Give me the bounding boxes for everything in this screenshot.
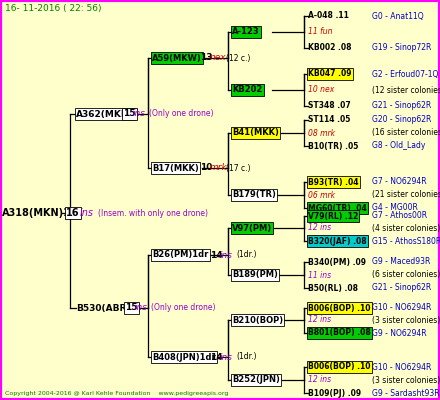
Text: (3 sister colonies): (3 sister colonies) xyxy=(372,376,440,384)
Text: (Only one drone): (Only one drone) xyxy=(151,304,216,312)
Text: A362(MKN): A362(MKN) xyxy=(76,110,134,118)
Text: KB202: KB202 xyxy=(232,86,262,94)
Text: G10 - NO6294R: G10 - NO6294R xyxy=(372,304,431,312)
Text: 12 ins: 12 ins xyxy=(308,376,331,384)
Text: mrk: mrk xyxy=(210,164,228,172)
Text: G0 - Anat11Q: G0 - Anat11Q xyxy=(372,12,424,20)
Text: A-123: A-123 xyxy=(232,28,260,36)
Text: B210(BOP): B210(BOP) xyxy=(232,316,283,324)
Text: A318(MKN)1(: A318(MKN)1( xyxy=(2,208,75,218)
Text: B801(BOP) .08: B801(BOP) .08 xyxy=(308,328,371,338)
Text: G15 - AthosS180R: G15 - AthosS180R xyxy=(372,236,440,246)
Text: (6 sister colonies): (6 sister colonies) xyxy=(372,270,440,280)
Text: (16 sister colonies): (16 sister colonies) xyxy=(372,128,440,138)
Text: G7 - NO6294R: G7 - NO6294R xyxy=(372,178,427,186)
Text: 15: 15 xyxy=(123,110,136,118)
Text: ST114 .05: ST114 .05 xyxy=(308,116,350,124)
Text: 06 mrk: 06 mrk xyxy=(308,190,335,200)
Text: ins: ins xyxy=(135,304,148,312)
Text: B252(JPN): B252(JPN) xyxy=(232,376,280,384)
Text: nex: nex xyxy=(210,54,227,62)
Text: 14: 14 xyxy=(210,352,223,362)
Text: (4 sister colonies): (4 sister colonies) xyxy=(372,224,440,232)
Text: 13: 13 xyxy=(200,54,213,62)
Text: V97(PM): V97(PM) xyxy=(232,224,272,232)
Text: B320(JAF) .08: B320(JAF) .08 xyxy=(308,236,367,246)
Text: Copyright 2004-2016 @ Karl Kehle Foundation    www.pedigreeapis.org: Copyright 2004-2016 @ Karl Kehle Foundat… xyxy=(5,390,228,396)
Text: (Only one drone): (Only one drone) xyxy=(149,110,213,118)
Text: ST348 .07: ST348 .07 xyxy=(308,102,351,110)
Text: G21 - Sinop62R: G21 - Sinop62R xyxy=(372,102,431,110)
Text: B26(PM)1dr: B26(PM)1dr xyxy=(152,250,209,260)
Text: B50(RL) .08: B50(RL) .08 xyxy=(308,284,358,292)
Text: B006(BOP) .10: B006(BOP) .10 xyxy=(308,362,370,372)
Text: MG60(TR) .04: MG60(TR) .04 xyxy=(308,204,367,212)
Text: 11 ins: 11 ins xyxy=(308,270,331,280)
Text: (1dr.): (1dr.) xyxy=(236,352,257,362)
Text: 16- 11-2016 ( 22: 56): 16- 11-2016 ( 22: 56) xyxy=(5,4,102,12)
Text: ins: ins xyxy=(220,352,233,362)
Text: B10(TR) .05: B10(TR) .05 xyxy=(308,142,358,150)
Text: G8 - Old_Lady: G8 - Old_Lady xyxy=(372,142,425,150)
Text: KB047 .09: KB047 .09 xyxy=(308,70,352,78)
Text: ins: ins xyxy=(220,250,233,260)
Text: (21 sister colonies): (21 sister colonies) xyxy=(372,190,440,200)
Text: (12 sister colonies): (12 sister colonies) xyxy=(372,86,440,94)
Text: 15: 15 xyxy=(125,304,137,312)
Text: (3 sister colonies): (3 sister colonies) xyxy=(372,316,440,324)
Text: ins: ins xyxy=(80,208,94,218)
Text: G20 - Sinop62R: G20 - Sinop62R xyxy=(372,116,431,124)
Text: 08 mrk: 08 mrk xyxy=(308,128,335,138)
Text: 10 nex: 10 nex xyxy=(308,86,334,94)
Text: B408(JPN)1dr: B408(JPN)1dr xyxy=(152,352,216,362)
Text: B109(PJ) .09: B109(PJ) .09 xyxy=(308,388,361,398)
Text: B93(TR) .04: B93(TR) .04 xyxy=(308,178,359,186)
Text: G4 - MG00R: G4 - MG00R xyxy=(372,204,418,212)
Text: G7 - Athos00R: G7 - Athos00R xyxy=(372,212,427,220)
Text: B189(PM): B189(PM) xyxy=(232,270,278,280)
Text: KB002 .08: KB002 .08 xyxy=(308,44,352,52)
Text: G9 - Maced93R: G9 - Maced93R xyxy=(372,258,430,266)
Text: ins: ins xyxy=(133,110,146,118)
Text: 10: 10 xyxy=(200,164,213,172)
Text: B17(MKK): B17(MKK) xyxy=(152,164,199,172)
Text: B530(ABR)1(: B530(ABR)1( xyxy=(76,304,141,312)
Text: G21 - Sinop62R: G21 - Sinop62R xyxy=(372,284,431,292)
Text: (Insem. with only one drone): (Insem. with only one drone) xyxy=(98,208,208,218)
Text: G10 - NO6294R: G10 - NO6294R xyxy=(372,362,431,372)
Text: (1dr.): (1dr.) xyxy=(236,250,257,260)
Text: G9 - Sardasht93R: G9 - Sardasht93R xyxy=(372,388,440,398)
Text: (17 c.): (17 c.) xyxy=(226,164,250,172)
Text: 11 fun: 11 fun xyxy=(308,28,333,36)
Text: (12 c.): (12 c.) xyxy=(226,54,250,62)
Text: V79(RL) .12: V79(RL) .12 xyxy=(308,212,358,220)
Text: A-048 .11: A-048 .11 xyxy=(308,12,349,20)
Text: 12 ins: 12 ins xyxy=(308,316,331,324)
Text: 12 ins: 12 ins xyxy=(308,224,331,232)
Text: G2 - Erfoud07-1Q: G2 - Erfoud07-1Q xyxy=(372,70,438,78)
Text: 16: 16 xyxy=(66,208,80,218)
Text: 14: 14 xyxy=(210,250,223,260)
Text: B41(MKK): B41(MKK) xyxy=(232,128,279,138)
Text: B179(TR): B179(TR) xyxy=(232,190,276,200)
Text: B006(BOP) .10: B006(BOP) .10 xyxy=(308,304,370,312)
Text: A59(MKW): A59(MKW) xyxy=(152,54,202,62)
Text: B340(PM) .09: B340(PM) .09 xyxy=(308,258,366,266)
Text: G19 - Sinop72R: G19 - Sinop72R xyxy=(372,44,431,52)
Text: G9 - NO6294R: G9 - NO6294R xyxy=(372,328,427,338)
